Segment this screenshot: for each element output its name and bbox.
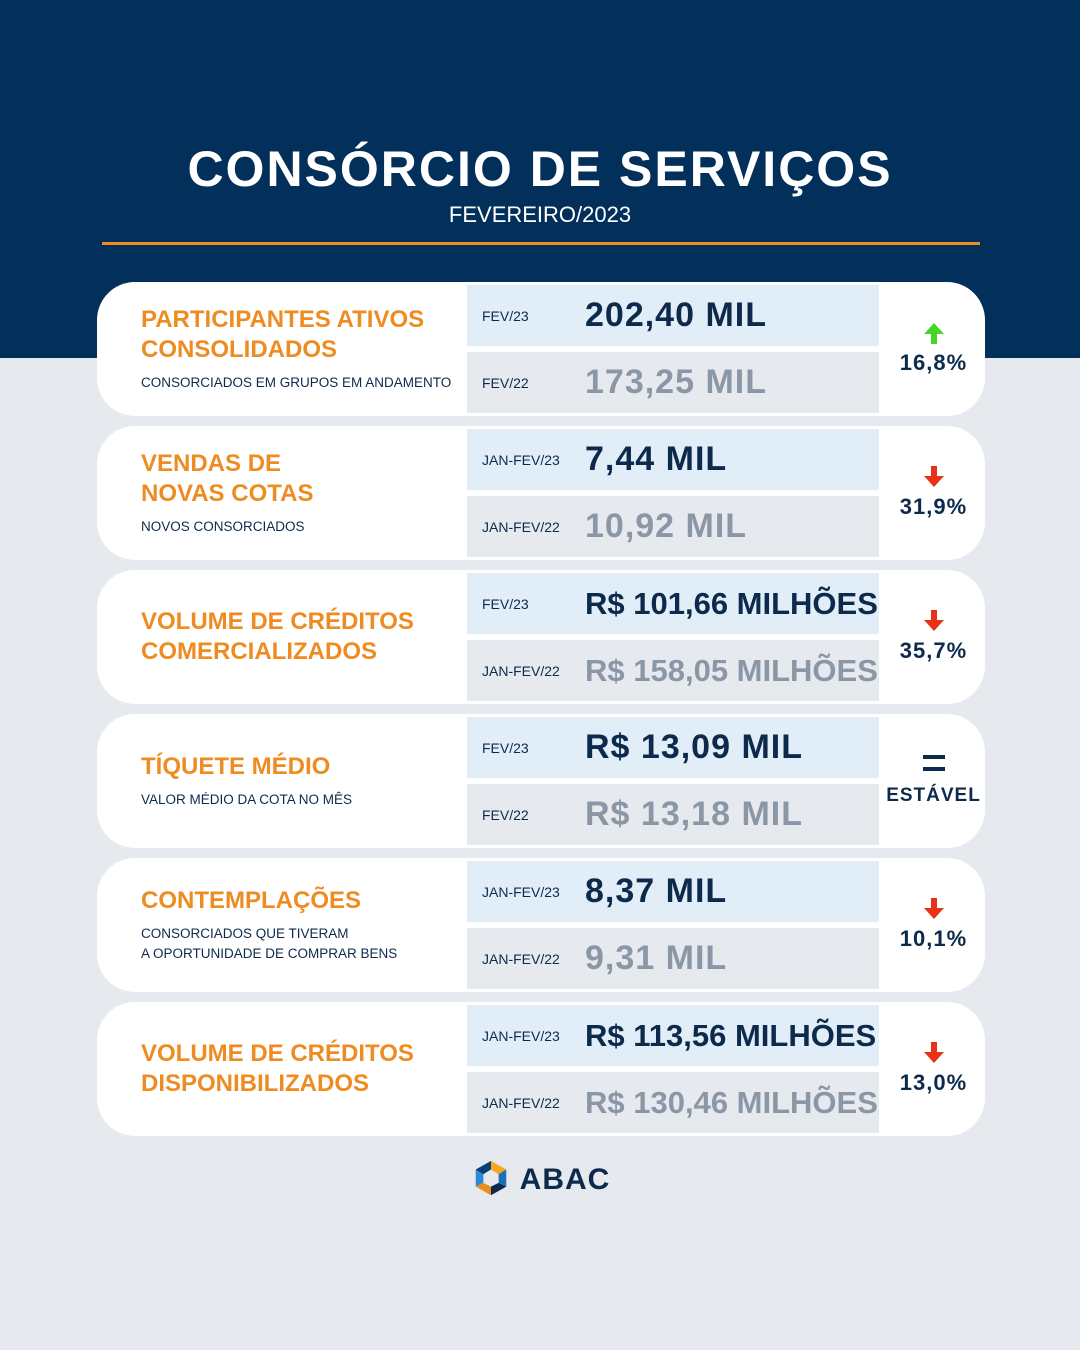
card-info: VOLUME DE CRÉDITOS DISPONIBILIZADOS (141, 1002, 461, 1136)
previous-period: FEV/22 (482, 806, 529, 823)
abac-logo: ABAC (0, 1158, 1080, 1202)
card-info: TÍQUETE MÉDIO VALOR MÉDIO DA COTA NO MÊS (141, 714, 461, 848)
previous-value: R$ 13,18 MIL (585, 795, 803, 833)
change-indicator: 35,7% (882, 570, 985, 704)
previous-period: JAN-FEV/22 (482, 1094, 560, 1111)
title-divider (102, 242, 980, 245)
current-value: R$ 13,09 MIL (585, 728, 803, 766)
current-value: 7,44 MIL (585, 440, 728, 478)
page-title: CONSÓRCIO DE SERVIÇOS (187, 141, 893, 197)
metric-card-volume-disponibilizados: VOLUME DE CRÉDITOS DISPONIBILIZADOS JAN-… (97, 1002, 985, 1136)
card-info: VOLUME DE CRÉDITOS COMERCIALIZADOS (141, 570, 461, 704)
previous-value-row: JAN-FEV/22 R$ 130,46 MILHÕES (467, 1072, 879, 1133)
previous-value-row: JAN-FEV/22 R$ 158,05 MILHÕES (467, 640, 879, 701)
current-period: JAN-FEV/23 (482, 883, 560, 900)
abac-logo-icon (475, 1160, 506, 1196)
previous-value-row: FEV/22 R$ 13,18 MIL (467, 784, 879, 845)
current-period: FEV/23 (482, 739, 529, 756)
previous-period: JAN-FEV/22 (482, 662, 560, 679)
previous-value: 173,25 MIL (585, 363, 767, 401)
previous-value-row: JAN-FEV/22 9,31 MIL (467, 928, 879, 989)
previous-period: FEV/22 (482, 374, 529, 391)
current-value-row: FEV/23 R$ 13,09 MIL (467, 717, 879, 778)
metric-card-vendas: VENDAS DE NOVAS COTAS NOVOS CONSORCIADOS… (97, 426, 985, 560)
metric-card-volume-comercializados: VOLUME DE CRÉDITOS COMERCIALIZADOS FEV/2… (97, 570, 985, 704)
current-value: 8,37 MIL (585, 872, 728, 910)
change-indicator: 16,8% (882, 282, 985, 416)
current-value: R$ 113,56 MILHÕES (585, 1017, 877, 1053)
previous-value: 9,31 MIL (585, 939, 728, 977)
previous-value: 10,92 MIL (585, 507, 748, 545)
arrow-down-icon (923, 610, 944, 631)
change-indicator: 13,0% (882, 1002, 985, 1136)
current-period: JAN-FEV/23 (482, 1027, 560, 1044)
current-value-row: JAN-FEV/23 7,44 MIL (467, 429, 879, 490)
change-indicator: 31,9% (882, 426, 985, 560)
card-title: VOLUME DE CRÉDITOS DISPONIBILIZADOS (141, 1040, 414, 1097)
previous-period: JAN-FEV/22 (482, 518, 560, 535)
change-percent: 16,8% (899, 350, 968, 375)
change-indicator: 10,1% (882, 858, 985, 992)
card-info: VENDAS DE NOVAS COTAS NOVOS CONSORCIADOS (141, 426, 461, 560)
arrow-down-icon (923, 1042, 944, 1063)
arrow-up-icon (923, 323, 944, 344)
page-subtitle: FEVEREIRO/2023 (448, 202, 632, 227)
change-status: ESTÁVEL (886, 785, 981, 806)
current-value: R$ 101,66 MILHÕES (585, 585, 878, 621)
arrow-down-icon (923, 466, 944, 487)
card-description: NOVOS CONSORCIADOS (141, 519, 305, 534)
current-value-row: JAN-FEV/23 R$ 113,56 MILHÕES (467, 1005, 879, 1066)
card-description: CONSORCIADOS EM GRUPOS EM ANDAMENTO (141, 375, 452, 390)
logo-text: ABAC (519, 1163, 611, 1196)
card-title: VOLUME DE CRÉDITOS COMERCIALIZADOS (141, 608, 414, 665)
previous-value: R$ 130,46 MILHÕES (585, 1084, 878, 1120)
current-value-row: FEV/23 202,40 MIL (467, 285, 879, 346)
change-indicator: ESTÁVEL (882, 714, 985, 848)
metric-card-participantes: PARTICIPANTES ATIVOS CONSOLIDADOS CONSOR… (97, 282, 985, 416)
previous-period: JAN-FEV/22 (482, 950, 560, 967)
change-percent: 35,7% (899, 638, 968, 663)
current-value-row: FEV/23 R$ 101,66 MILHÕES (467, 573, 879, 634)
change-percent: 10,1% (899, 926, 968, 951)
equal-icon (922, 755, 945, 771)
change-percent: 31,9% (899, 494, 968, 519)
change-percent: 13,0% (899, 1070, 968, 1095)
card-title: VENDAS DE NOVAS COTAS (141, 450, 314, 507)
current-period: JAN-FEV/23 (482, 451, 560, 468)
arrow-down-icon (923, 898, 944, 919)
card-title: TÍQUETE MÉDIO (141, 753, 331, 780)
previous-value-row: JAN-FEV/22 10,92 MIL (467, 496, 879, 557)
card-info: PARTICIPANTES ATIVOS CONSOLIDADOS CONSOR… (141, 282, 461, 416)
card-title: CONTEMPLAÇÕES (141, 887, 362, 914)
card-title: PARTICIPANTES ATIVOS CONSOLIDADOS (141, 306, 425, 363)
current-value: 202,40 MIL (585, 296, 767, 334)
current-period: FEV/23 (482, 307, 529, 324)
previous-value-row: FEV/22 173,25 MIL (467, 352, 879, 413)
metric-card-contemplacoes: CONTEMPLAÇÕES CONSORCIADOS QUE TIVERAM A… (97, 858, 985, 992)
current-value-row: JAN-FEV/23 8,37 MIL (467, 861, 879, 922)
current-period: FEV/23 (482, 595, 529, 612)
card-info: CONTEMPLAÇÕES CONSORCIADOS QUE TIVERAM A… (141, 858, 461, 992)
metric-card-tiquete-medio: TÍQUETE MÉDIO VALOR MÉDIO DA COTA NO MÊS… (97, 714, 985, 848)
card-description: CONSORCIADOS QUE TIVERAM A OPORTUNIDADE … (141, 926, 398, 961)
card-description: VALOR MÉDIO DA COTA NO MÊS (141, 792, 353, 807)
previous-value: R$ 158,05 MILHÕES (585, 652, 878, 688)
